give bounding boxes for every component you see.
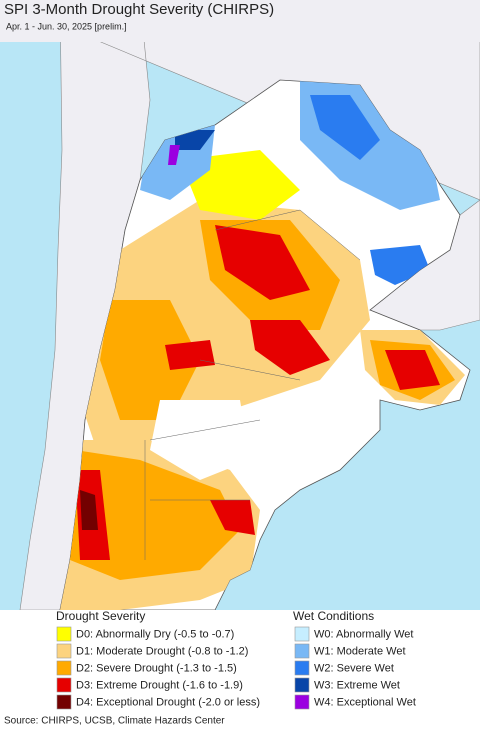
title: SPI 3-Month Drought Severity (CHIRPS) xyxy=(4,1,274,18)
legend-label: W1: Moderate Wet xyxy=(314,645,406,657)
title-band xyxy=(0,0,480,42)
subtitle: Apr. 1 - Jun. 30, 2025 [prelim.] xyxy=(6,21,127,31)
legend-label: D3: Extreme Drought (-1.6 to -1.9) xyxy=(76,679,243,691)
legend-swatch xyxy=(294,626,310,642)
legend-swatch xyxy=(294,677,310,693)
legend-title: Wet Conditions xyxy=(293,609,374,623)
legend-swatch xyxy=(294,660,310,676)
legend-label: D1: Moderate Drought (-0.8 to -1.2) xyxy=(76,645,248,657)
legend: D0: Abnormally Dry (-0.5 to -0.7) D1: Mod… xyxy=(56,626,416,710)
legend-panel xyxy=(0,610,480,730)
legend-label: W2: Severe Wet xyxy=(314,662,394,674)
legend-title: Drought Severity xyxy=(56,609,145,623)
legend-swatch xyxy=(56,694,72,710)
legend-label: D2: Severe Drought (-1.3 to -1.5) xyxy=(76,662,237,674)
legend-label: D0: Abnormally Dry (-0.5 to -0.7) xyxy=(76,628,234,640)
legend-label: D4: Exceptional Drought (-2.0 or less) xyxy=(76,696,260,708)
legend-swatch xyxy=(56,677,72,693)
legend-label: W3: Extreme Wet xyxy=(314,679,400,691)
source: Source: CHIRPS, UCSB, Climate Hazards Ce… xyxy=(4,716,225,727)
legend-swatch xyxy=(294,643,310,659)
legend-swatch xyxy=(56,626,72,642)
map xyxy=(0,0,480,611)
legend-swatch xyxy=(56,660,72,676)
legend-swatch xyxy=(294,694,310,710)
province-borders xyxy=(144,209,361,560)
legend-label: W4: Exceptional Wet xyxy=(314,696,416,708)
legend-label: W0: Abnormally Wet xyxy=(314,628,413,640)
legend-swatch xyxy=(56,643,72,659)
